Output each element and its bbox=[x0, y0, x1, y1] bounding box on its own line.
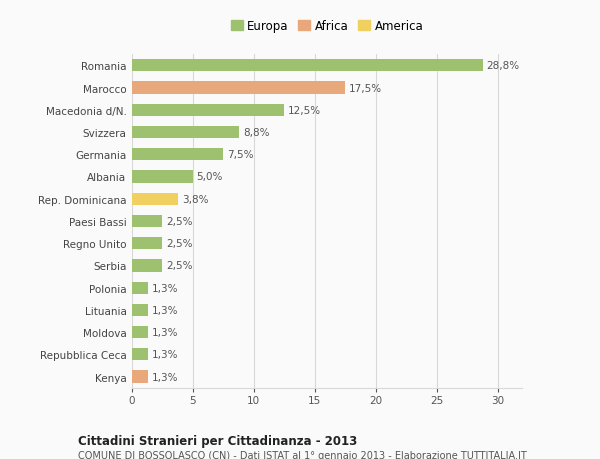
Bar bbox=[132, 193, 178, 205]
Text: 1,3%: 1,3% bbox=[151, 327, 178, 337]
Bar bbox=[132, 371, 148, 383]
Bar bbox=[132, 127, 239, 139]
Text: 2,5%: 2,5% bbox=[166, 239, 193, 249]
Bar bbox=[132, 326, 148, 338]
Bar bbox=[132, 238, 163, 250]
Text: 28,8%: 28,8% bbox=[487, 61, 520, 71]
Bar bbox=[132, 82, 345, 95]
Bar bbox=[132, 282, 148, 294]
Legend: Europa, Africa, America: Europa, Africa, America bbox=[229, 18, 425, 35]
Bar bbox=[132, 60, 483, 72]
Text: 1,3%: 1,3% bbox=[151, 350, 178, 359]
Text: 1,3%: 1,3% bbox=[151, 372, 178, 382]
Text: 5,0%: 5,0% bbox=[197, 172, 223, 182]
Bar bbox=[132, 348, 148, 361]
Text: COMUNE DI BOSSOLASCO (CN) - Dati ISTAT al 1° gennaio 2013 - Elaborazione TUTTITA: COMUNE DI BOSSOLASCO (CN) - Dati ISTAT a… bbox=[78, 450, 527, 459]
Text: 3,8%: 3,8% bbox=[182, 194, 208, 204]
Text: 1,3%: 1,3% bbox=[151, 305, 178, 315]
Bar bbox=[132, 304, 148, 316]
Bar bbox=[132, 171, 193, 183]
Text: 7,5%: 7,5% bbox=[227, 150, 254, 160]
Text: Cittadini Stranieri per Cittadinanza - 2013: Cittadini Stranieri per Cittadinanza - 2… bbox=[78, 434, 357, 447]
Text: 8,8%: 8,8% bbox=[243, 128, 269, 138]
Bar bbox=[132, 215, 163, 228]
Bar bbox=[132, 260, 163, 272]
Text: 17,5%: 17,5% bbox=[349, 84, 382, 93]
Bar bbox=[132, 149, 223, 161]
Bar bbox=[132, 105, 284, 117]
Text: 2,5%: 2,5% bbox=[166, 261, 193, 271]
Text: 2,5%: 2,5% bbox=[166, 217, 193, 226]
Text: 12,5%: 12,5% bbox=[288, 106, 321, 116]
Text: 1,3%: 1,3% bbox=[151, 283, 178, 293]
